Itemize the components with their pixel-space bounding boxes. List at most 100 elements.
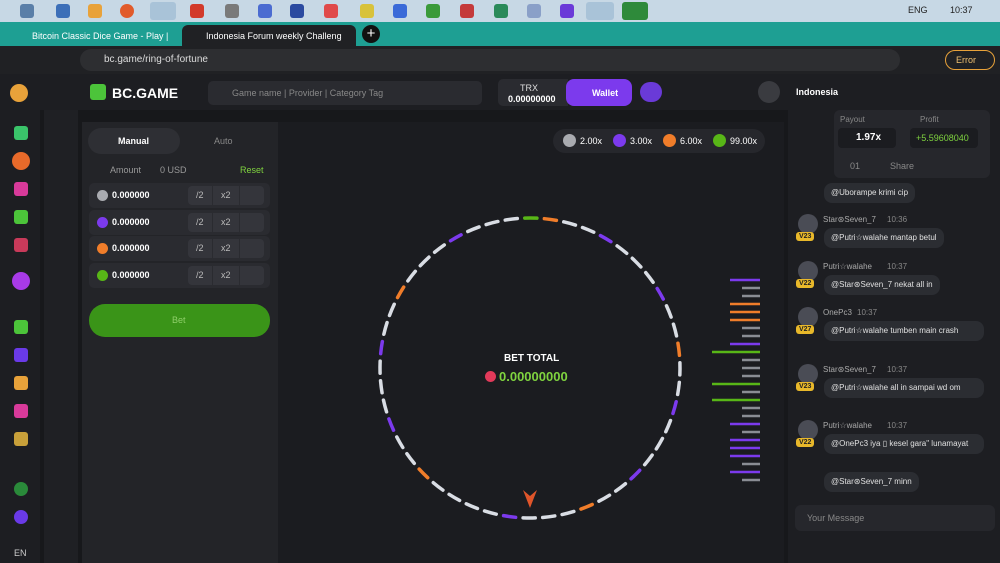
stepper[interactable] bbox=[240, 186, 264, 205]
coin-icon bbox=[485, 371, 496, 382]
double-button[interactable]: x2 bbox=[213, 265, 239, 285]
taskbar-icon[interactable] bbox=[393, 4, 407, 18]
bet-total: 0.00000000 bbox=[499, 369, 568, 384]
logo[interactable]: BC.GAME bbox=[112, 85, 179, 101]
ring-segment bbox=[664, 304, 673, 319]
amount-row: 0.000000/2 x2 bbox=[89, 183, 270, 208]
balance-box[interactable]: TRX 0.00000000 bbox=[498, 79, 568, 106]
ring-segment bbox=[382, 320, 389, 337]
chat-user[interactable]: Putri☆walahe bbox=[823, 262, 872, 271]
taskbar-icon[interactable] bbox=[88, 4, 102, 18]
taskbar-icon[interactable] bbox=[324, 4, 338, 18]
chat-user[interactable]: Star⊛Seven_7 bbox=[823, 215, 876, 224]
taskbar-icon[interactable] bbox=[460, 4, 474, 18]
nav-icon[interactable] bbox=[14, 320, 28, 334]
nav-icon[interactable] bbox=[14, 432, 28, 446]
nav-icon[interactable] bbox=[14, 182, 28, 196]
nav-icon[interactable] bbox=[14, 238, 28, 252]
tab-manual[interactable]: Manual bbox=[88, 128, 180, 154]
taskbar-icon[interactable] bbox=[527, 4, 541, 18]
stepper[interactable] bbox=[240, 212, 264, 232]
ring-segment bbox=[447, 492, 462, 503]
amount-value[interactable]: 0.000000 bbox=[112, 216, 150, 227]
chat-bubble: @Uborampe krimi cip bbox=[824, 183, 916, 204]
ring-segment bbox=[540, 514, 557, 520]
stepper[interactable] bbox=[240, 239, 264, 258]
ring-segment bbox=[432, 243, 447, 255]
double-button[interactable]: x2 bbox=[213, 212, 239, 232]
avatar[interactable] bbox=[640, 82, 662, 102]
address-bar[interactable]: bc.game/ring-of-fortune bbox=[80, 49, 900, 71]
chat-bubble: @OnePc3 iya ▯ kesel gara" lunamayat bbox=[824, 434, 984, 455]
taskbar-icon[interactable] bbox=[20, 4, 34, 18]
error-button[interactable]: Error bbox=[945, 50, 995, 70]
ring-segment bbox=[503, 216, 520, 222]
taskbar-icon[interactable] bbox=[290, 4, 304, 18]
nav-icon[interactable] bbox=[14, 404, 28, 418]
ring-segment bbox=[484, 219, 500, 227]
taskbar-icon[interactable] bbox=[560, 4, 574, 18]
tab[interactable]: Bitcoin Classic Dice Game - Play | bbox=[8, 25, 180, 46]
share[interactable]: Share bbox=[890, 161, 915, 171]
nav-icon[interactable] bbox=[14, 348, 28, 362]
half-button[interactable]: /2 bbox=[188, 186, 212, 205]
taskbar-icon[interactable] bbox=[190, 4, 204, 18]
taskbar-icon[interactable] bbox=[622, 2, 648, 20]
taskbar-icon[interactable] bbox=[56, 4, 70, 18]
taskbar-icon[interactable] bbox=[120, 4, 134, 18]
taskbar-icon[interactable] bbox=[360, 4, 374, 18]
nav-icon[interactable] bbox=[12, 152, 30, 170]
bet-button[interactable]: Bet bbox=[89, 304, 270, 337]
tab-active[interactable]: Indonesia Forum weekly Challeng bbox=[182, 25, 356, 46]
ring-segment bbox=[431, 480, 445, 492]
menu-icon[interactable] bbox=[10, 84, 28, 102]
half-button[interactable]: /2 bbox=[188, 239, 212, 258]
taskbar-icon[interactable] bbox=[225, 4, 239, 18]
amount-value[interactable]: 0.000000 bbox=[112, 269, 150, 280]
chat-room[interactable]: Indonesia bbox=[796, 87, 839, 97]
legend-label: 6.00x bbox=[680, 136, 703, 146]
chat-user[interactable]: Putri☆walahe bbox=[823, 421, 872, 430]
payout-label: Payout bbox=[840, 115, 865, 124]
nav-icon[interactable] bbox=[14, 126, 28, 140]
double-button[interactable]: x2 bbox=[213, 186, 239, 205]
chat-user[interactable]: Star⊛Seven_7 bbox=[823, 365, 876, 374]
taskbar-icon[interactable] bbox=[258, 4, 272, 18]
language[interactable]: EN bbox=[14, 548, 27, 558]
chat-input[interactable]: Your Message bbox=[795, 505, 995, 531]
amount-value[interactable]: 0.000000 bbox=[112, 190, 150, 200]
ring-segment bbox=[387, 417, 396, 432]
amount-row: 0.000000/2 x2 bbox=[89, 209, 270, 235]
chat-user[interactable]: OnePc3 bbox=[823, 308, 852, 317]
ring-segment bbox=[406, 269, 418, 283]
amount-value[interactable]: 0.000000 bbox=[112, 243, 150, 253]
taskbar-icon[interactable] bbox=[150, 2, 176, 20]
half-button[interactable]: /2 bbox=[188, 212, 212, 232]
taskbar-icon[interactable] bbox=[426, 4, 440, 18]
taskbar-icon[interactable] bbox=[586, 2, 614, 20]
wallet-button[interactable]: Wallet bbox=[566, 79, 632, 106]
ring-segment bbox=[448, 233, 463, 243]
tab-auto[interactable]: Auto bbox=[214, 136, 233, 146]
nav-icon[interactable] bbox=[14, 376, 28, 390]
currency: TRX bbox=[520, 83, 538, 93]
payout: 1.97x bbox=[856, 132, 882, 143]
search[interactable]: Game name | Provider | Category Tag bbox=[208, 81, 482, 105]
stepper[interactable] bbox=[240, 265, 264, 285]
notification[interactable] bbox=[758, 81, 780, 103]
game-area: 2.00x 3.00x 6.00x 99.00x BET TOTAL 0.000000… bbox=[278, 122, 784, 563]
ring-segment bbox=[671, 399, 678, 416]
likes[interactable]: 01 bbox=[850, 161, 861, 171]
nav-icon[interactable] bbox=[14, 482, 28, 496]
half-button[interactable]: /2 bbox=[188, 265, 212, 285]
double-button[interactable]: x2 bbox=[213, 239, 239, 258]
ring-segment bbox=[501, 513, 518, 520]
reset[interactable]: Reset bbox=[240, 165, 264, 175]
nav-icon[interactable] bbox=[12, 272, 30, 290]
ring-segment bbox=[629, 468, 642, 481]
nav-icon[interactable] bbox=[14, 510, 28, 524]
taskbar-icon[interactable] bbox=[494, 4, 508, 18]
nav-icon[interactable] bbox=[14, 210, 28, 224]
ring-segment bbox=[378, 339, 385, 356]
new-tab[interactable]: + bbox=[362, 25, 380, 43]
